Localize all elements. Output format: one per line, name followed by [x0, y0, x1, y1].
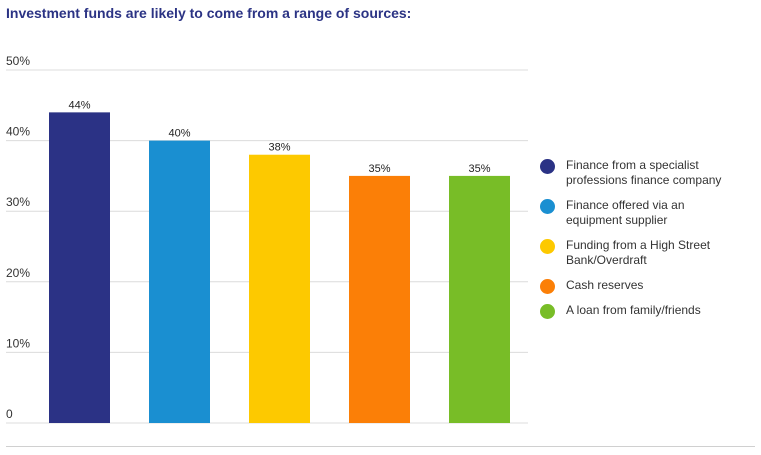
- bar: [449, 175, 510, 423]
- y-tick-label: 0: [6, 407, 13, 421]
- y-tick-label: 10%: [6, 336, 30, 350]
- y-tick-label: 30%: [6, 195, 30, 209]
- y-axis-ticks: 0 10% 20% 30% 40% 50%: [6, 54, 30, 421]
- bar: [349, 175, 410, 423]
- bar-value-label: 38%: [268, 142, 290, 154]
- legend-label: Funding from a High Street Bank/Overdraf…: [566, 238, 711, 267]
- legend-swatch-icon: [540, 304, 555, 319]
- bar-value-labels: 44% 40% 38% 35% 35%: [68, 99, 490, 175]
- legend: Finance from a specialist professions fi…: [540, 158, 755, 328]
- legend-swatch-icon: [540, 199, 555, 214]
- legend-label: Finance from a specialist professions fi…: [566, 158, 722, 187]
- legend-label: Cash reserves: [566, 278, 644, 292]
- legend-swatch-icon: [540, 239, 555, 254]
- legend-item: Finance offered via an equipment supplie…: [540, 198, 755, 228]
- bar: [49, 112, 110, 424]
- legend-item: A loan from family/friends: [540, 303, 755, 319]
- bars: [49, 112, 510, 424]
- legend-swatch-icon: [540, 279, 555, 294]
- bottom-divider: [6, 446, 755, 447]
- legend-label: Finance offered via an equipment supplie…: [566, 198, 685, 227]
- legend-item: Cash reserves: [540, 278, 755, 294]
- bar: [149, 140, 210, 423]
- legend-item: Funding from a High Street Bank/Overdraf…: [540, 238, 755, 268]
- legend-item: Finance from a specialist professions fi…: [540, 158, 755, 188]
- bar-value-label: 44%: [68, 99, 90, 111]
- bar-value-label: 40%: [168, 128, 190, 140]
- bar-value-label: 35%: [468, 163, 490, 175]
- y-tick-label: 40%: [6, 125, 30, 139]
- bar: [249, 154, 310, 423]
- legend-label: A loan from family/friends: [566, 303, 701, 317]
- chart-title: Investment funds are likely to come from…: [6, 5, 412, 21]
- y-tick-label: 20%: [6, 266, 30, 280]
- bar-value-label: 35%: [368, 163, 390, 175]
- y-tick-label: 50%: [6, 54, 30, 68]
- legend-swatch-icon: [540, 159, 555, 174]
